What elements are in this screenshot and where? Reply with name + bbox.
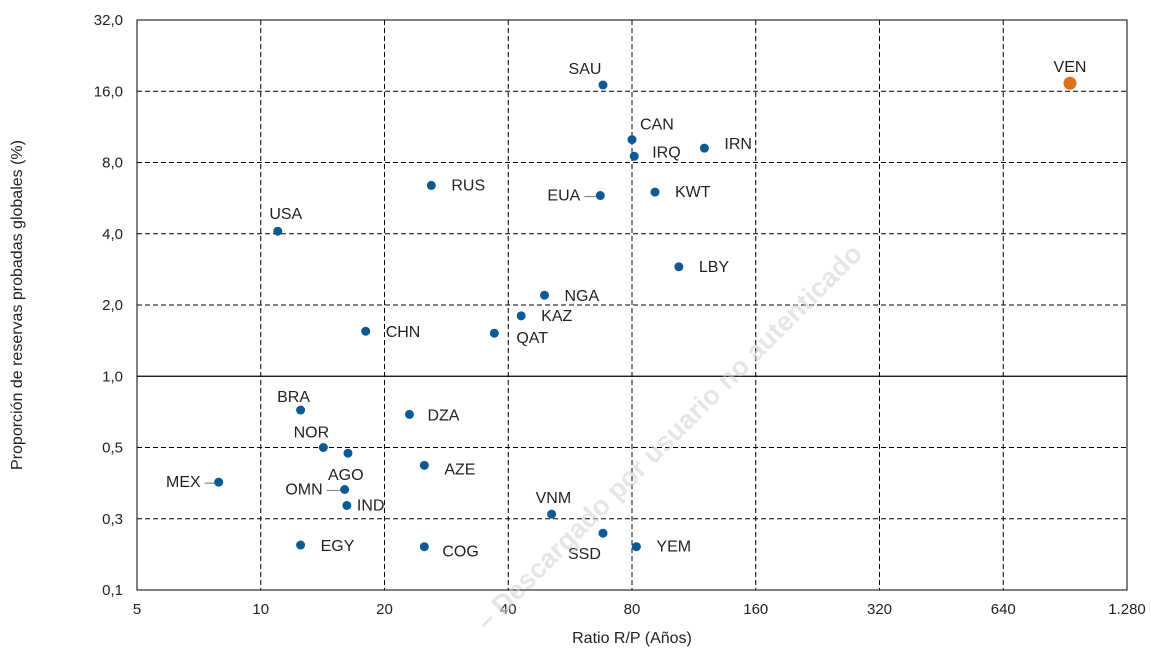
- point-label-ssd: SSD: [568, 546, 601, 563]
- point-label-cog: COG: [442, 544, 478, 561]
- data-point-nga: [539, 290, 549, 300]
- point-label-lby: LBY: [699, 259, 730, 276]
- plot-frame: [136, 19, 1128, 591]
- data-points: [214, 76, 1077, 552]
- data-point-lby: [674, 262, 684, 272]
- point-label-eua: EUA: [547, 188, 580, 205]
- x-tick-label: 80: [624, 601, 641, 618]
- x-tick-label: 40: [500, 601, 517, 618]
- point-label-kwt: KWT: [675, 184, 711, 201]
- x-tick-label: 20: [376, 601, 393, 618]
- y-tick-label: 2,0: [102, 297, 123, 314]
- point-label-rus: RUS: [451, 177, 485, 194]
- point-label-can: CAN: [640, 117, 674, 134]
- y-tick-labels: 0,1 0,3 0,5 1,0 2,0 4,0 8,0 16,0 32,0: [94, 12, 123, 599]
- point-label-omn: OMN: [285, 481, 322, 498]
- point-label-qat: QAT: [516, 330, 548, 347]
- x-tick-label: 5: [133, 601, 141, 618]
- point-label-yem: YEM: [656, 539, 691, 556]
- point-label-ind: IND: [357, 497, 385, 514]
- data-point-cog: [419, 542, 429, 552]
- y-tick-label: 1,0: [102, 368, 123, 385]
- data-point-yem: [631, 542, 641, 552]
- data-point-can: [627, 135, 637, 145]
- y-tick-label: 8,0: [102, 155, 123, 172]
- data-point-ind: [342, 500, 352, 510]
- data-point-ven: [1063, 76, 1077, 90]
- point-label-kaz: KAZ: [541, 308, 572, 325]
- x-axis-label: Ratio R/P (Años): [572, 630, 692, 647]
- data-point-kwt: [650, 187, 660, 197]
- watermark: – Descargado por usuario no autenticado: [470, 238, 868, 636]
- x-tick-label: 640: [991, 601, 1016, 618]
- y-tick-label: 0,3: [102, 511, 123, 528]
- point-label-sau: SAU: [569, 61, 602, 78]
- data-point-irq: [629, 151, 639, 161]
- point-labels: SAU VEN CAN IRQ IRN RUS EUA KWT USA LBY NGA KAZ CHN Q…: [166, 59, 1086, 563]
- point-label-nga: NGA: [564, 288, 599, 305]
- y-tick-label: 0,5: [102, 440, 123, 457]
- data-point-rus: [426, 180, 436, 190]
- point-label-mex: MEX: [166, 474, 201, 491]
- point-label-aze: AZE: [444, 461, 475, 478]
- x-tick-label: 10: [252, 601, 269, 618]
- data-point-nor: [318, 443, 328, 452]
- leader-lines: [204, 195, 597, 492]
- data-point-qat: [489, 328, 499, 338]
- x-tick-labels: 5 10 20 40 80 160 320 640 1.280: [133, 601, 1146, 618]
- data-point-chn: [361, 326, 371, 336]
- point-label-usa: USA: [269, 206, 302, 223]
- point-label-chn: CHN: [386, 324, 421, 341]
- y-axis-label: Proporción de reservas probadas globales…: [9, 140, 26, 470]
- x-tick-label: 1.280: [1108, 601, 1146, 618]
- data-point-bra: [296, 405, 306, 415]
- point-label-ago: AGO: [328, 467, 364, 484]
- y-tick-label: 32,0: [94, 12, 123, 29]
- point-label-irn: IRN: [724, 136, 752, 153]
- y-tick-label: 16,0: [94, 83, 123, 100]
- data-point-egy: [296, 540, 306, 550]
- point-label-ven: VEN: [1054, 59, 1087, 76]
- data-point-usa: [273, 226, 283, 236]
- point-label-irq: IRQ: [652, 144, 680, 161]
- data-point-ssd: [598, 528, 608, 538]
- point-label-vnm: VNM: [536, 490, 572, 507]
- x-tick-label: 320: [867, 601, 892, 618]
- data-point-mex: [214, 477, 224, 487]
- point-label-nor: NOR: [294, 425, 330, 442]
- grid: [137, 20, 1127, 590]
- data-point-vnm: [547, 509, 557, 519]
- point-label-bra: BRA: [277, 389, 310, 406]
- point-label-dza: DZA: [427, 407, 459, 424]
- x-tick-label: 160: [743, 601, 768, 618]
- data-point-eua: [595, 191, 605, 201]
- y-tick-label: 4,0: [102, 226, 123, 243]
- y-tick-label: 0,1: [102, 582, 123, 599]
- data-point-aze: [419, 460, 429, 470]
- point-label-egy: EGY: [321, 538, 355, 555]
- data-point-irn: [699, 143, 709, 153]
- data-point-sau: [598, 80, 608, 90]
- data-point-kaz: [516, 311, 526, 321]
- data-point-omn: [340, 484, 350, 494]
- data-point-ago: [343, 448, 353, 458]
- data-point-dza: [404, 409, 414, 419]
